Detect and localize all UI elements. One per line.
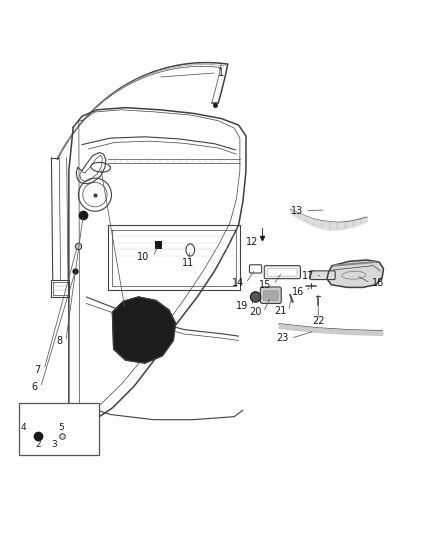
Text: 23: 23 (276, 333, 289, 343)
Text: 19: 19 (237, 301, 249, 311)
FancyBboxPatch shape (155, 241, 162, 249)
Circle shape (251, 292, 261, 302)
FancyBboxPatch shape (19, 403, 99, 455)
Polygon shape (327, 260, 384, 287)
FancyBboxPatch shape (264, 265, 300, 279)
Text: 22: 22 (312, 317, 325, 326)
Text: 17: 17 (301, 271, 314, 281)
Text: 14: 14 (232, 278, 244, 288)
FancyBboxPatch shape (250, 265, 261, 273)
Text: 2: 2 (35, 440, 41, 449)
FancyBboxPatch shape (267, 269, 297, 276)
FancyBboxPatch shape (263, 291, 278, 301)
Text: 12: 12 (246, 237, 258, 247)
Text: 5: 5 (59, 423, 64, 432)
Text: 10: 10 (137, 252, 149, 262)
Text: 7: 7 (34, 365, 41, 375)
Text: 8: 8 (56, 336, 62, 346)
Text: 13: 13 (291, 206, 304, 216)
Text: 1: 1 (218, 68, 224, 78)
Text: 9: 9 (117, 304, 123, 314)
FancyBboxPatch shape (310, 271, 335, 279)
Text: 11: 11 (182, 258, 194, 268)
Text: 4: 4 (20, 423, 26, 432)
Text: 3: 3 (52, 440, 57, 449)
Text: 21: 21 (275, 306, 287, 316)
Text: 15: 15 (259, 280, 271, 290)
Text: 20: 20 (249, 307, 261, 317)
Text: 16: 16 (292, 287, 304, 297)
Polygon shape (113, 297, 176, 363)
Text: 6: 6 (31, 383, 37, 392)
FancyBboxPatch shape (260, 287, 281, 303)
Text: 18: 18 (372, 278, 385, 288)
